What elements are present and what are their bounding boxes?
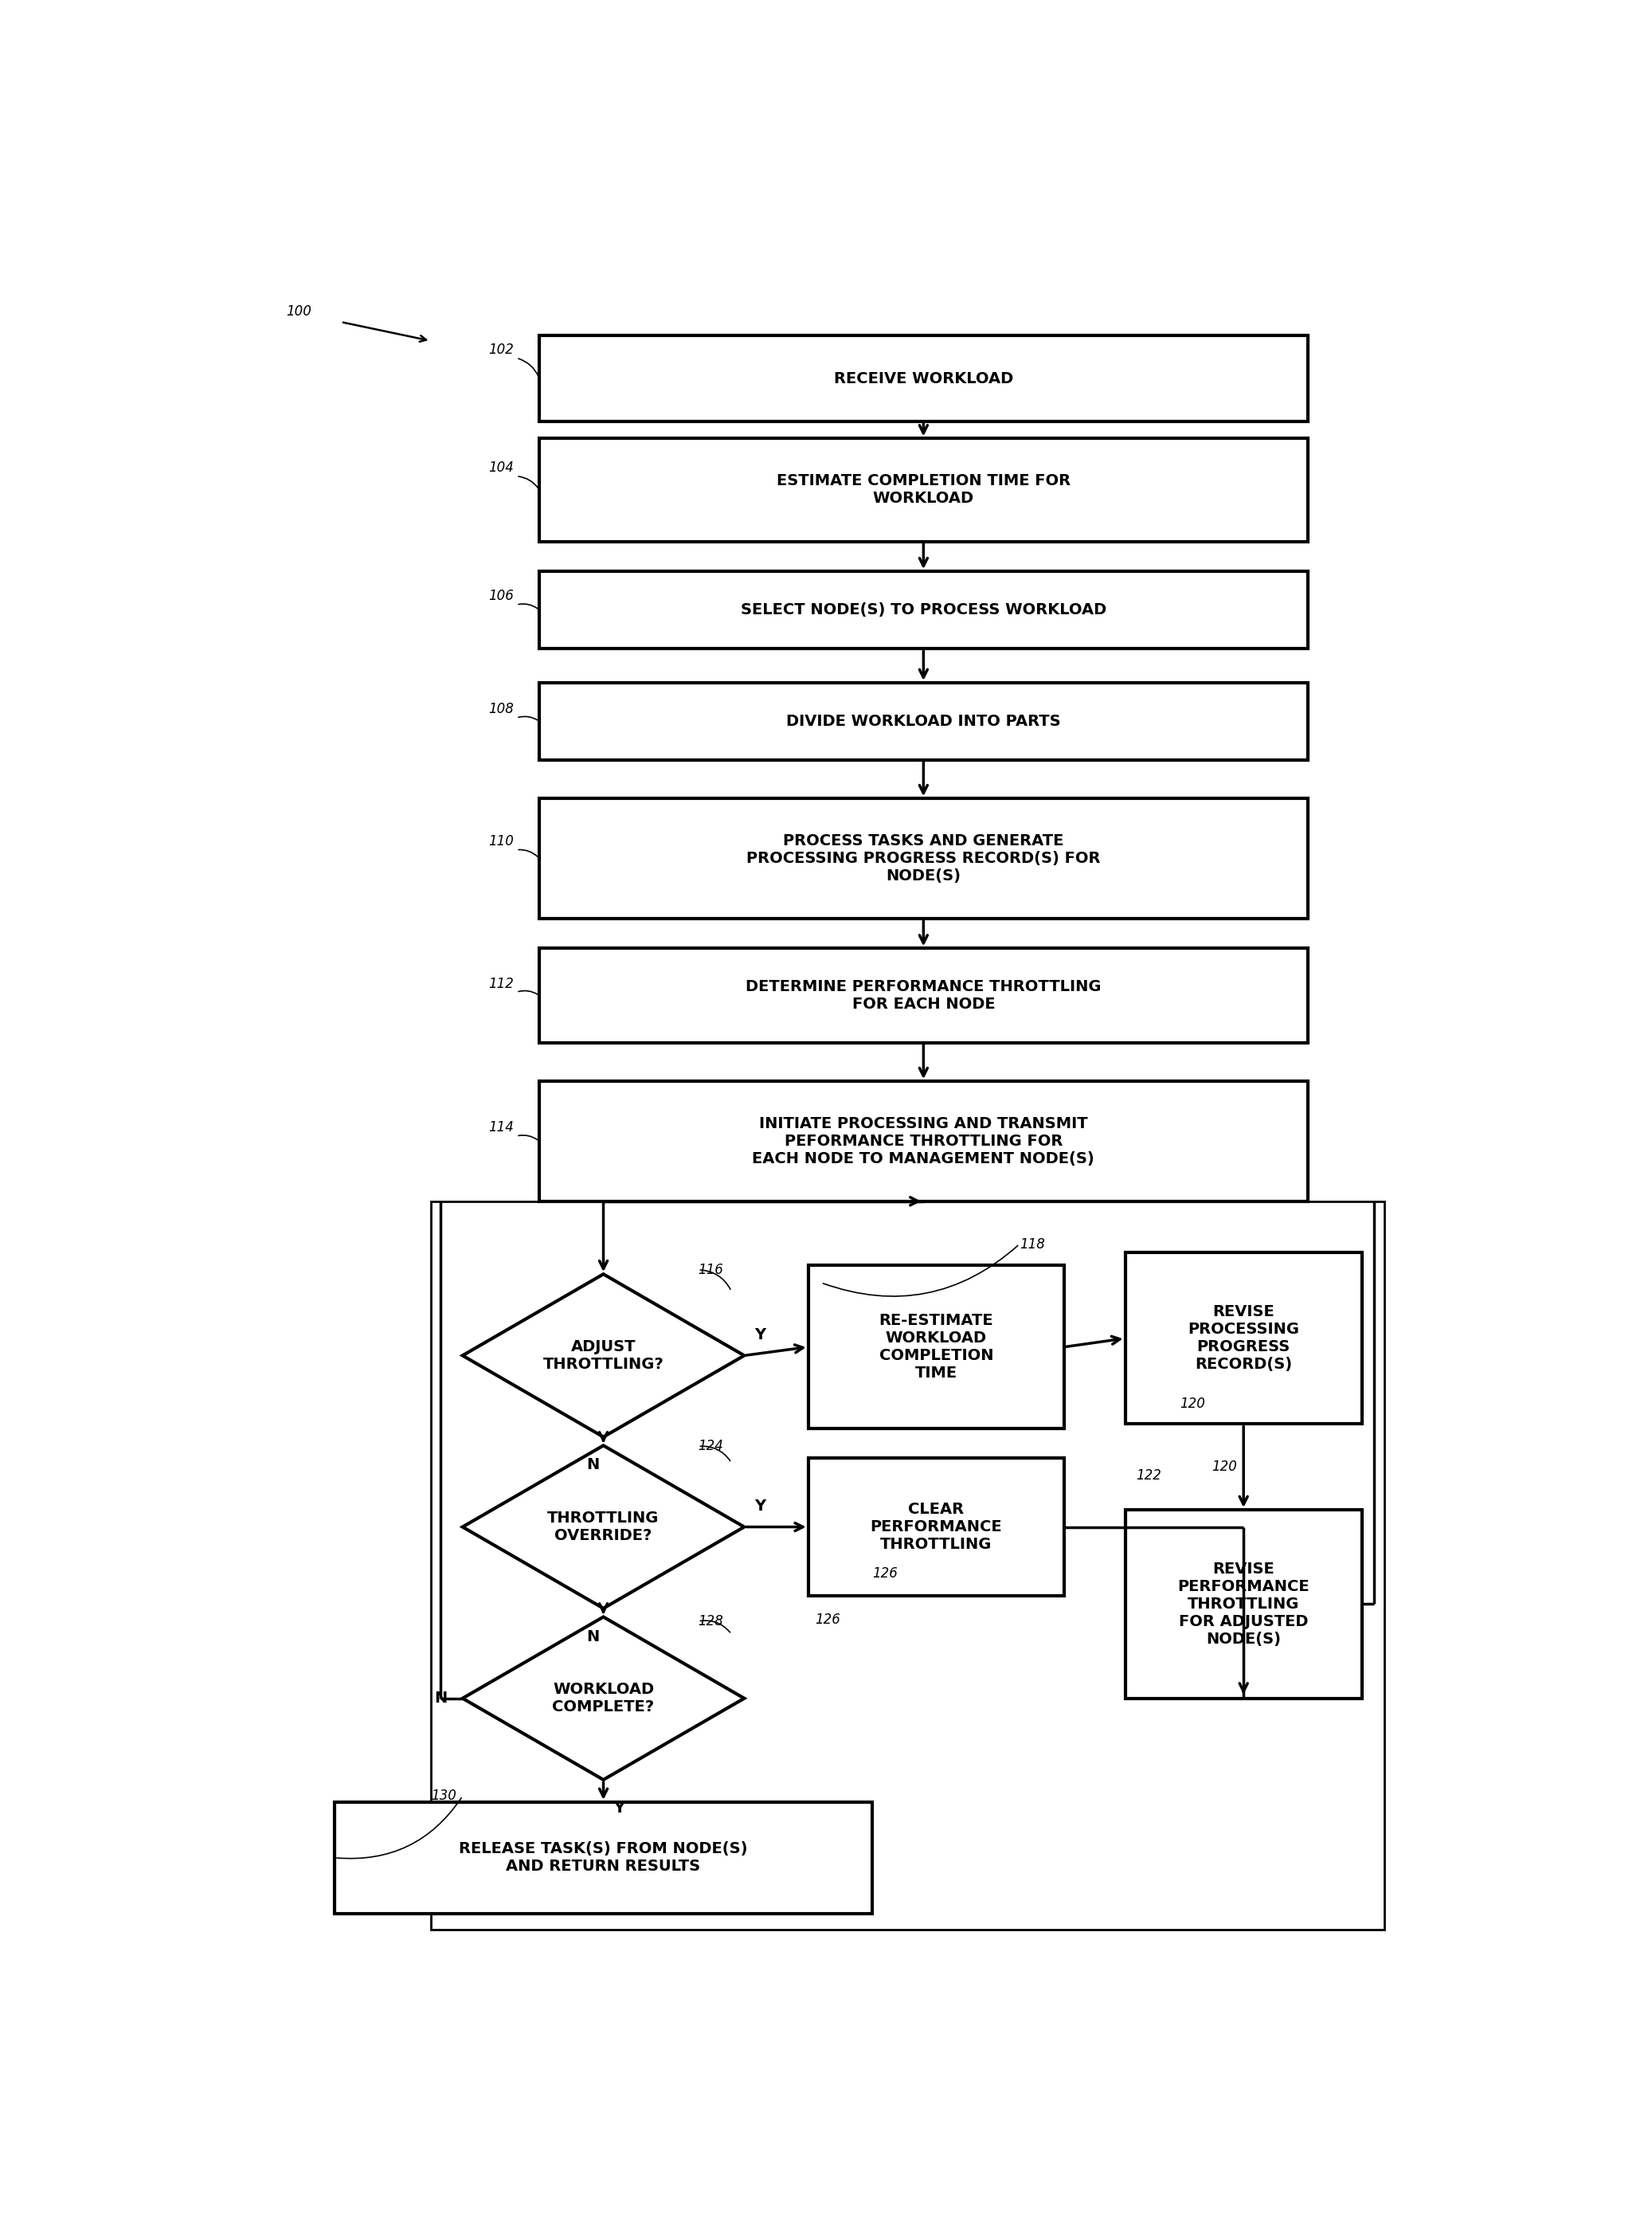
Text: 124: 124 bbox=[699, 1440, 724, 1454]
Text: DIVIDE WORKLOAD INTO PARTS: DIVIDE WORKLOAD INTO PARTS bbox=[786, 715, 1061, 728]
FancyBboxPatch shape bbox=[539, 439, 1308, 541]
Text: 126: 126 bbox=[872, 1567, 897, 1580]
Text: 100: 100 bbox=[286, 305, 311, 318]
Text: RELEASE TASK(S) FROM NODE(S)
AND RETURN RESULTS: RELEASE TASK(S) FROM NODE(S) AND RETURN … bbox=[459, 1841, 748, 1874]
Text: 130: 130 bbox=[431, 1790, 456, 1803]
FancyBboxPatch shape bbox=[808, 1458, 1064, 1596]
FancyBboxPatch shape bbox=[539, 572, 1308, 648]
Text: 118: 118 bbox=[1019, 1238, 1044, 1251]
Text: 102: 102 bbox=[489, 343, 514, 356]
Text: 120: 120 bbox=[1180, 1396, 1204, 1411]
FancyBboxPatch shape bbox=[539, 948, 1308, 1042]
Text: Y: Y bbox=[755, 1327, 767, 1342]
FancyBboxPatch shape bbox=[539, 683, 1308, 759]
Text: 120: 120 bbox=[1213, 1460, 1237, 1474]
Polygon shape bbox=[463, 1445, 743, 1609]
Text: WORKLOAD
COMPLETE?: WORKLOAD COMPLETE? bbox=[552, 1683, 654, 1714]
Text: 126: 126 bbox=[814, 1612, 839, 1627]
FancyBboxPatch shape bbox=[808, 1267, 1064, 1429]
Text: 128: 128 bbox=[699, 1614, 724, 1629]
Text: 106: 106 bbox=[489, 590, 514, 603]
FancyBboxPatch shape bbox=[539, 336, 1308, 421]
Text: CLEAR
PERFORMANCE
THROTTLING: CLEAR PERFORMANCE THROTTLING bbox=[871, 1503, 1003, 1552]
Text: RECEIVE WORKLOAD: RECEIVE WORKLOAD bbox=[834, 372, 1013, 385]
Polygon shape bbox=[463, 1273, 743, 1438]
Text: RE-ESTIMATE
WORKLOAD
COMPLETION
TIME: RE-ESTIMATE WORKLOAD COMPLETION TIME bbox=[879, 1313, 993, 1380]
Text: Y: Y bbox=[755, 1498, 767, 1514]
FancyBboxPatch shape bbox=[1125, 1509, 1361, 1698]
FancyBboxPatch shape bbox=[539, 1082, 1308, 1202]
Text: REVISE
PERFORMANCE
THROTTLING
FOR ADJUSTED
NODE(S): REVISE PERFORMANCE THROTTLING FOR ADJUST… bbox=[1178, 1560, 1310, 1647]
Text: N: N bbox=[434, 1692, 448, 1705]
Text: ESTIMATE COMPLETION TIME FOR
WORKLOAD: ESTIMATE COMPLETION TIME FOR WORKLOAD bbox=[776, 474, 1070, 505]
Text: 104: 104 bbox=[489, 461, 514, 474]
Text: REVISE
PROCESSING
PROGRESS
RECORD(S): REVISE PROCESSING PROGRESS RECORD(S) bbox=[1188, 1304, 1300, 1371]
Text: PROCESS TASKS AND GENERATE
PROCESSING PROGRESS RECORD(S) FOR
NODE(S): PROCESS TASKS AND GENERATE PROCESSING PR… bbox=[747, 833, 1100, 884]
FancyBboxPatch shape bbox=[539, 799, 1308, 919]
FancyBboxPatch shape bbox=[1125, 1253, 1361, 1425]
Text: 112: 112 bbox=[489, 977, 514, 991]
Text: Y: Y bbox=[613, 1801, 624, 1816]
Text: 116: 116 bbox=[699, 1262, 724, 1278]
Text: THROTTLING
OVERRIDE?: THROTTLING OVERRIDE? bbox=[547, 1511, 659, 1543]
Text: DETERMINE PERFORMANCE THROTTLING
FOR EACH NODE: DETERMINE PERFORMANCE THROTTLING FOR EAC… bbox=[745, 979, 1102, 1013]
Text: ADJUST
THROTTLING?: ADJUST THROTTLING? bbox=[544, 1340, 664, 1371]
Text: INITIATE PROCESSING AND TRANSMIT
PEFORMANCE THROTTLING FOR
EACH NODE TO MANAGEME: INITIATE PROCESSING AND TRANSMIT PEFORMA… bbox=[752, 1115, 1095, 1166]
Text: 114: 114 bbox=[489, 1120, 514, 1135]
Text: N: N bbox=[586, 1629, 600, 1645]
Polygon shape bbox=[463, 1616, 743, 1781]
Text: SELECT NODE(S) TO PROCESS WORKLOAD: SELECT NODE(S) TO PROCESS WORKLOAD bbox=[740, 603, 1107, 617]
Text: 122: 122 bbox=[1137, 1469, 1161, 1483]
Text: 110: 110 bbox=[489, 835, 514, 848]
FancyBboxPatch shape bbox=[334, 1803, 872, 1914]
Text: N: N bbox=[586, 1458, 600, 1474]
Text: 108: 108 bbox=[489, 701, 514, 717]
